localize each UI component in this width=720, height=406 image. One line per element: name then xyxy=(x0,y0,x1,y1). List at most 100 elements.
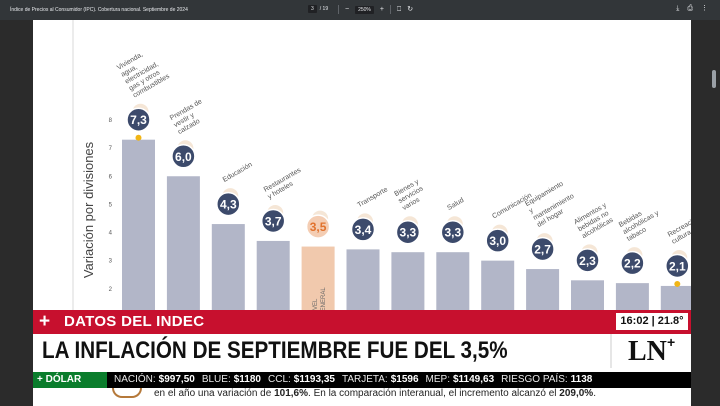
paragraph-text: . xyxy=(593,388,596,399)
ticker-tag: + DÓLAR xyxy=(33,372,107,388)
x-category-label: Transporte xyxy=(357,186,390,209)
data-label: 3,3 xyxy=(444,226,461,240)
value-badge xyxy=(171,144,196,169)
viewer-gutter-left xyxy=(0,20,33,406)
ticker-item-value: $997,50 xyxy=(158,374,195,385)
toolbar-divider xyxy=(338,5,339,14)
y-tick-label: 7 xyxy=(109,146,113,152)
data-label: 3,5 xyxy=(310,220,327,234)
ticker-item: BLUE: $1180 xyxy=(202,372,261,388)
x-category-label-line: y xyxy=(528,207,535,215)
ticker-item-value: $1596 xyxy=(390,374,419,385)
section-label: DATOS DEL INDEC xyxy=(64,313,205,330)
toolbar-divider xyxy=(389,5,391,14)
x-category-label: Bebidasalcohólicas ytabaco xyxy=(618,203,665,243)
logo-text: LN xyxy=(628,336,667,367)
ticker-item: MEP: $1149,63 xyxy=(426,372,495,388)
y-tick-label: 5 xyxy=(109,202,113,208)
value-badge xyxy=(440,219,466,245)
x-category-label: Vivienda,agua,electricidad,gas y otrosco… xyxy=(116,45,171,99)
x-category-label: Restaurantesy hoteles xyxy=(263,167,307,201)
paragraph-bold-value: 209,0% xyxy=(559,388,594,399)
document-title: Índice de Precios al Consumidor (IPC). C… xyxy=(10,7,188,13)
ticker-bar xyxy=(33,372,691,388)
zoom-controls: − 250% + ⎕ ↻ xyxy=(338,5,413,14)
x-category-label: GENERAL xyxy=(321,287,327,316)
ticker-item-value: $1193,35 xyxy=(293,374,335,385)
ticker-item-label: NACIÓN: xyxy=(114,374,156,385)
chart-marker xyxy=(135,134,142,141)
temperature: 21.8° xyxy=(657,315,684,327)
data-label: 2,1 xyxy=(669,259,686,273)
data-label: 4,3 xyxy=(220,198,237,212)
data-label: 2,2 xyxy=(624,257,641,271)
y-tick-label: 3 xyxy=(109,259,113,265)
value-badge xyxy=(485,228,510,253)
page-navigator: 3 / 19 xyxy=(308,5,328,13)
scrollbar-thumb[interactable] xyxy=(712,70,716,88)
x-category-label: Recreación ycultura xyxy=(667,212,691,246)
page-total: / 19 xyxy=(319,6,329,12)
clock-time: 16:02 xyxy=(620,315,649,327)
pdf-toolbar: Índice de Precios al Consumidor (IPC). C… xyxy=(0,0,720,20)
x-category-label: Equipamientoymantenimientodel hogar xyxy=(524,179,579,229)
headline-bar xyxy=(33,334,608,368)
y-axis-label: Variación por divisiones xyxy=(81,141,96,278)
rotate-icon[interactable]: ↻ xyxy=(407,6,414,13)
more-icon[interactable]: ⋮ xyxy=(701,5,708,12)
minus-icon[interactable]: − xyxy=(345,6,350,13)
data-label: 3,7 xyxy=(265,214,282,228)
data-label: 7,3 xyxy=(130,113,147,127)
data-label: 6,0 xyxy=(175,150,192,164)
ticker-item-label: MEP: xyxy=(425,374,450,385)
value-badge xyxy=(126,107,151,132)
x-category-label: Alimentos ybebidas noalcohólicas xyxy=(573,202,616,240)
channel-logo: LN + xyxy=(610,334,691,368)
y-tick-label: 2 xyxy=(109,287,113,293)
data-label: 2,3 xyxy=(579,254,596,268)
zoom-level[interactable]: 250% xyxy=(355,5,374,14)
value-badge xyxy=(575,248,600,273)
plus-icon: + xyxy=(38,311,51,332)
value-badge xyxy=(305,214,331,239)
document-paragraph: en el año una variación de 101,6%. En la… xyxy=(154,388,596,399)
value-badge xyxy=(530,236,555,262)
value-badge xyxy=(350,217,376,242)
page-number-input[interactable]: 3 xyxy=(308,5,317,13)
data-label: 3,3 xyxy=(400,226,417,240)
x-category-label: NIVEL xyxy=(313,298,319,316)
x-category-label: Bienes yserviciosvarios xyxy=(393,178,429,212)
fit-page-icon[interactable]: ⎕ xyxy=(396,6,402,13)
ticker-item-value: $1149,63 xyxy=(452,374,495,385)
value-badge xyxy=(620,250,645,276)
ticker-items: NACIÓN: $997,50 BLUE: $1180 CCL: $1193,35 TARJ… xyxy=(114,372,592,388)
ticker-item-label: BLUE: xyxy=(201,374,231,385)
toolbar-actions: ⤓ ⎙ ⋮ xyxy=(676,5,708,12)
y-tick-label: 8 xyxy=(109,118,113,124)
y-tick-label: 4 xyxy=(109,231,113,237)
ticker-item-label: RIESGO PAÍS: xyxy=(501,374,568,385)
ticker-item: TARJETA: $1596 xyxy=(342,372,419,388)
logo-plus: + xyxy=(667,334,676,350)
headline: LA INFLACIÓN DE SEPTIEMBRE FUE DEL 3,5% xyxy=(42,337,508,364)
x-category-label: Educación xyxy=(222,161,254,183)
print-icon[interactable]: ⎙ xyxy=(687,5,693,12)
paragraph-text: en el año una variación de xyxy=(154,388,275,399)
value-badge xyxy=(260,208,286,234)
value-badge xyxy=(665,253,690,279)
lower-third-banner xyxy=(33,310,691,334)
value-badge xyxy=(395,219,421,245)
data-label: 2,7 xyxy=(534,243,551,257)
ticker-item-value: $1180 xyxy=(233,374,261,385)
download-icon[interactable]: ⤓ xyxy=(676,5,680,12)
ticker-item: CCL: $1193,35 xyxy=(268,372,335,388)
paragraph-text: . En la comparación interanual, el incre… xyxy=(308,388,560,399)
y-tick-label: 6 xyxy=(109,174,113,180)
ticker-item: RIESGO PAÍS: 1138 xyxy=(501,372,592,388)
data-label: 3,0 xyxy=(489,234,506,248)
x-category-label-line: Transporte xyxy=(357,186,390,209)
plus-icon[interactable]: + xyxy=(379,6,384,13)
paragraph-bold-value: 101,6% xyxy=(274,388,309,399)
ticker-item-label: CCL: xyxy=(268,374,291,385)
